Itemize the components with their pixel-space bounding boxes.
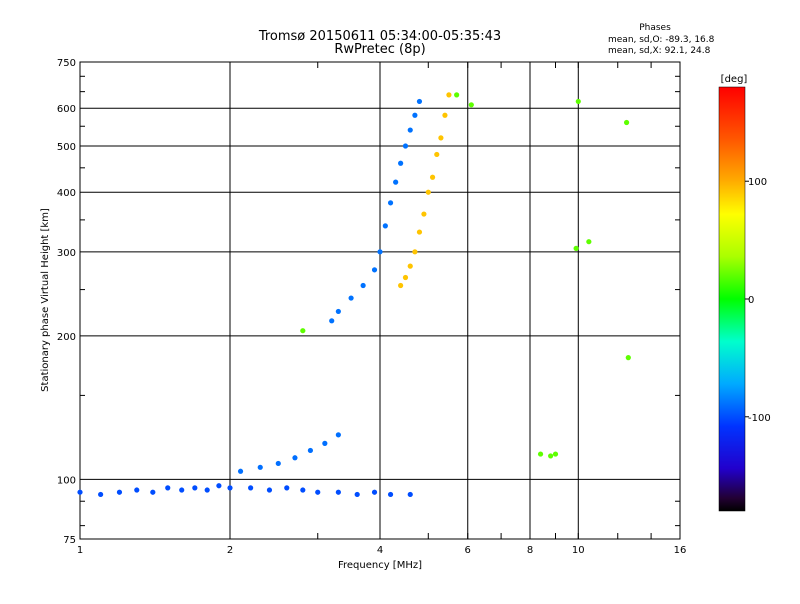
data-point	[134, 487, 140, 493]
data-point	[371, 489, 378, 495]
data-points	[77, 92, 631, 498]
stats-o-line: mean, sd,O: -89.3, 16.8	[608, 35, 715, 45]
data-point	[434, 151, 440, 158]
colorbar-label: [deg]	[721, 74, 748, 85]
data-point	[237, 468, 244, 474]
data-point	[335, 308, 341, 315]
y-tick-label: 500	[57, 142, 76, 153]
data-point	[625, 355, 631, 361]
data-point	[407, 491, 413, 498]
x-tick-label: 4	[377, 545, 383, 556]
data-point	[416, 98, 423, 105]
y-tick-label: 400	[57, 188, 76, 199]
data-point	[402, 274, 409, 281]
data-point	[387, 491, 394, 498]
data-point	[179, 487, 185, 493]
y-tick-label: 100	[57, 475, 76, 486]
y-axis-label: Stationary phase Virtual Height [km]	[40, 208, 51, 392]
colorbar-tick-label: 0	[748, 295, 754, 306]
data-point	[416, 229, 423, 235]
data-point	[227, 485, 233, 491]
data-point	[216, 483, 222, 489]
y-tick-labels: 75 100 200 300 400 500 600 750	[57, 58, 76, 546]
data-point	[446, 92, 452, 98]
data-point	[387, 200, 394, 206]
data-point	[425, 189, 431, 195]
colorbar-tick-label: 100	[748, 177, 767, 188]
x-tick-label: 2	[227, 545, 233, 556]
data-point	[300, 487, 306, 493]
data-point	[442, 112, 448, 118]
x-tick-labels: 1 2 4 6 8 10 16	[77, 545, 687, 556]
x-tick-label: 1	[77, 545, 83, 556]
data-point	[398, 282, 404, 289]
data-point	[382, 223, 388, 229]
stats-x-line: mean, sd,X: 92.1, 24.8	[608, 46, 711, 56]
data-point	[322, 440, 328, 446]
data-point	[165, 485, 171, 491]
colorbar-tick-label: -100	[748, 413, 771, 424]
data-point	[300, 328, 306, 334]
data-point	[573, 245, 579, 251]
colorbar-ticks: 100 0 -100	[745, 177, 771, 424]
data-point	[98, 491, 104, 498]
data-point	[292, 455, 298, 461]
data-point	[150, 489, 156, 495]
data-point	[548, 453, 554, 459]
y-tick-label: 75	[63, 535, 76, 546]
x-tick-label: 6	[465, 545, 471, 556]
data-point	[377, 249, 383, 255]
data-point	[537, 451, 544, 457]
data-point	[315, 489, 321, 495]
data-point	[284, 485, 290, 491]
data-point	[77, 489, 83, 495]
chart-subtitle: RwPretec (8p)	[334, 42, 425, 57]
x-tick-label: 10	[572, 545, 585, 556]
data-point	[266, 487, 273, 493]
colorbar	[718, 86, 746, 512]
data-point	[335, 432, 341, 438]
data-point	[412, 249, 418, 255]
data-point	[335, 489, 341, 495]
data-point	[402, 143, 409, 149]
data-point	[438, 135, 444, 141]
data-point	[586, 239, 592, 245]
data-point	[412, 112, 418, 118]
plot-area	[77, 61, 681, 540]
x-axis-label: Frequency [MHz]	[338, 560, 422, 571]
data-point	[360, 282, 366, 289]
y-tick-label: 200	[57, 332, 76, 343]
data-point	[575, 98, 581, 105]
chart-title: Tromsø 20150611 05:34:00-05:35:43	[258, 29, 501, 44]
x-tick-label: 16	[674, 545, 687, 556]
y-tick-label: 300	[57, 248, 76, 259]
data-point	[421, 211, 427, 217]
y-tick-label: 600	[57, 104, 76, 115]
data-point	[429, 174, 436, 180]
data-point	[371, 267, 378, 273]
data-point	[354, 491, 360, 498]
x-tick-label: 8	[527, 545, 533, 556]
y-tick-label: 750	[57, 58, 76, 69]
data-point	[192, 485, 198, 491]
data-point	[393, 179, 399, 185]
stats-title: Phases	[639, 23, 671, 33]
data-point	[275, 460, 281, 467]
data-point	[307, 447, 314, 454]
data-point	[398, 160, 404, 166]
data-point	[552, 451, 559, 457]
data-point	[116, 489, 123, 495]
data-point	[468, 102, 474, 108]
data-point	[204, 487, 210, 493]
data-point	[329, 318, 335, 324]
data-point	[257, 464, 263, 470]
data-point	[407, 263, 413, 269]
data-point	[407, 127, 413, 133]
data-point	[623, 119, 630, 126]
data-point	[454, 92, 460, 98]
data-point	[348, 295, 354, 301]
axis-ticks	[79, 62, 681, 539]
data-point	[248, 485, 254, 491]
